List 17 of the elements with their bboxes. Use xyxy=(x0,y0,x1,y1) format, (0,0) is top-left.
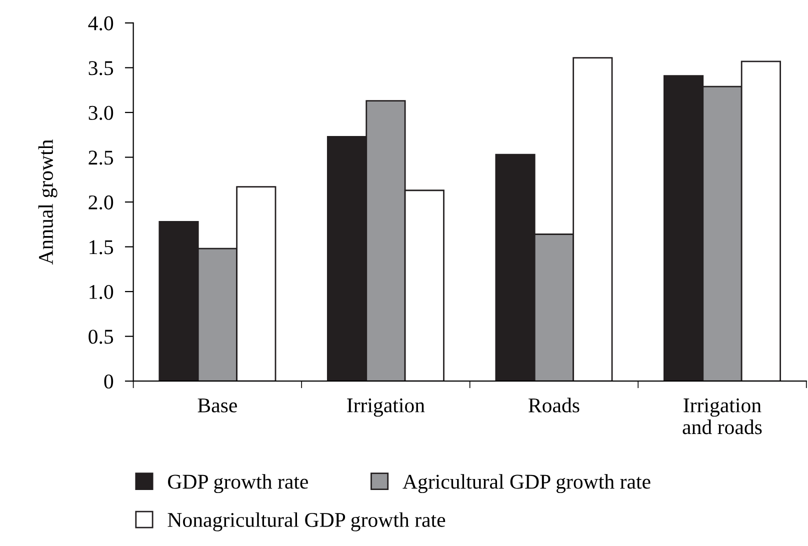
x-tick-label: Irrigation and roads xyxy=(682,398,762,434)
y-axis-title: Annual growth xyxy=(38,140,58,265)
legend-label: GDP growth rate xyxy=(168,474,308,494)
y-tick-label: 3.5 xyxy=(88,61,114,76)
y-tick-label: 1.5 xyxy=(90,240,114,254)
y-tick-label: 2.5 xyxy=(88,150,114,165)
x-tick-label: Roads xyxy=(528,398,580,412)
y-tick-label: 0.5 xyxy=(88,330,114,344)
legend-label: Nonagricultural GDP growth rate xyxy=(168,512,446,532)
y-tick-label: 4.0 xyxy=(88,16,114,30)
y-tick-label: 1.0 xyxy=(90,284,114,300)
y-tick-label: 2.0 xyxy=(88,195,114,210)
y-tick-label: 0 xyxy=(104,374,114,389)
legend-label: Agricultural GDP growth rate xyxy=(402,474,650,494)
y-tick-label: 3.0 xyxy=(88,106,114,120)
x-tick-label: Irrigation xyxy=(347,398,425,417)
x-tick-label: Base xyxy=(198,398,237,412)
